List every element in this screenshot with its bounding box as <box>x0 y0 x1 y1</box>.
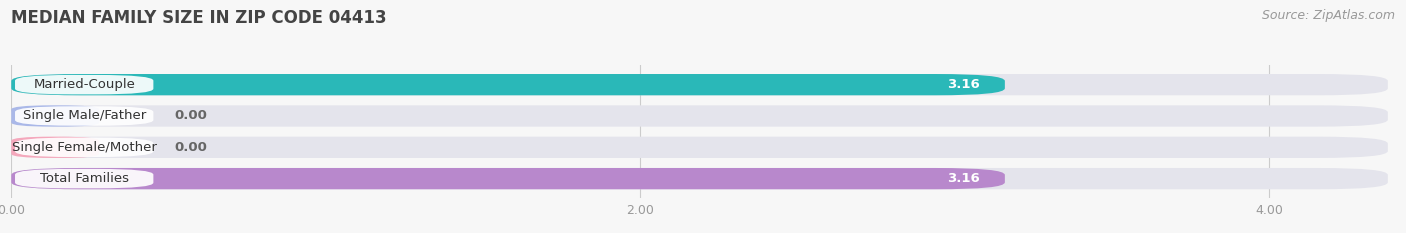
FancyBboxPatch shape <box>15 75 153 94</box>
Text: 3.16: 3.16 <box>948 78 980 91</box>
FancyBboxPatch shape <box>11 137 100 158</box>
FancyBboxPatch shape <box>11 168 1388 189</box>
FancyBboxPatch shape <box>11 105 1388 127</box>
Text: 3.16: 3.16 <box>948 172 980 185</box>
Text: 0.00: 0.00 <box>174 110 208 123</box>
Text: Single Male/Father: Single Male/Father <box>22 110 146 123</box>
FancyBboxPatch shape <box>11 137 1388 158</box>
Text: MEDIAN FAMILY SIZE IN ZIP CODE 04413: MEDIAN FAMILY SIZE IN ZIP CODE 04413 <box>11 9 387 27</box>
FancyBboxPatch shape <box>11 74 1388 95</box>
Text: 0.00: 0.00 <box>174 141 208 154</box>
Text: Source: ZipAtlas.com: Source: ZipAtlas.com <box>1261 9 1395 22</box>
Text: Total Families: Total Families <box>39 172 129 185</box>
FancyBboxPatch shape <box>11 168 1005 189</box>
FancyBboxPatch shape <box>15 106 153 126</box>
Text: Married-Couple: Married-Couple <box>34 78 135 91</box>
Text: Single Female/Mother: Single Female/Mother <box>11 141 156 154</box>
FancyBboxPatch shape <box>11 105 100 127</box>
FancyBboxPatch shape <box>15 169 153 188</box>
FancyBboxPatch shape <box>11 74 1005 95</box>
FancyBboxPatch shape <box>15 138 153 157</box>
